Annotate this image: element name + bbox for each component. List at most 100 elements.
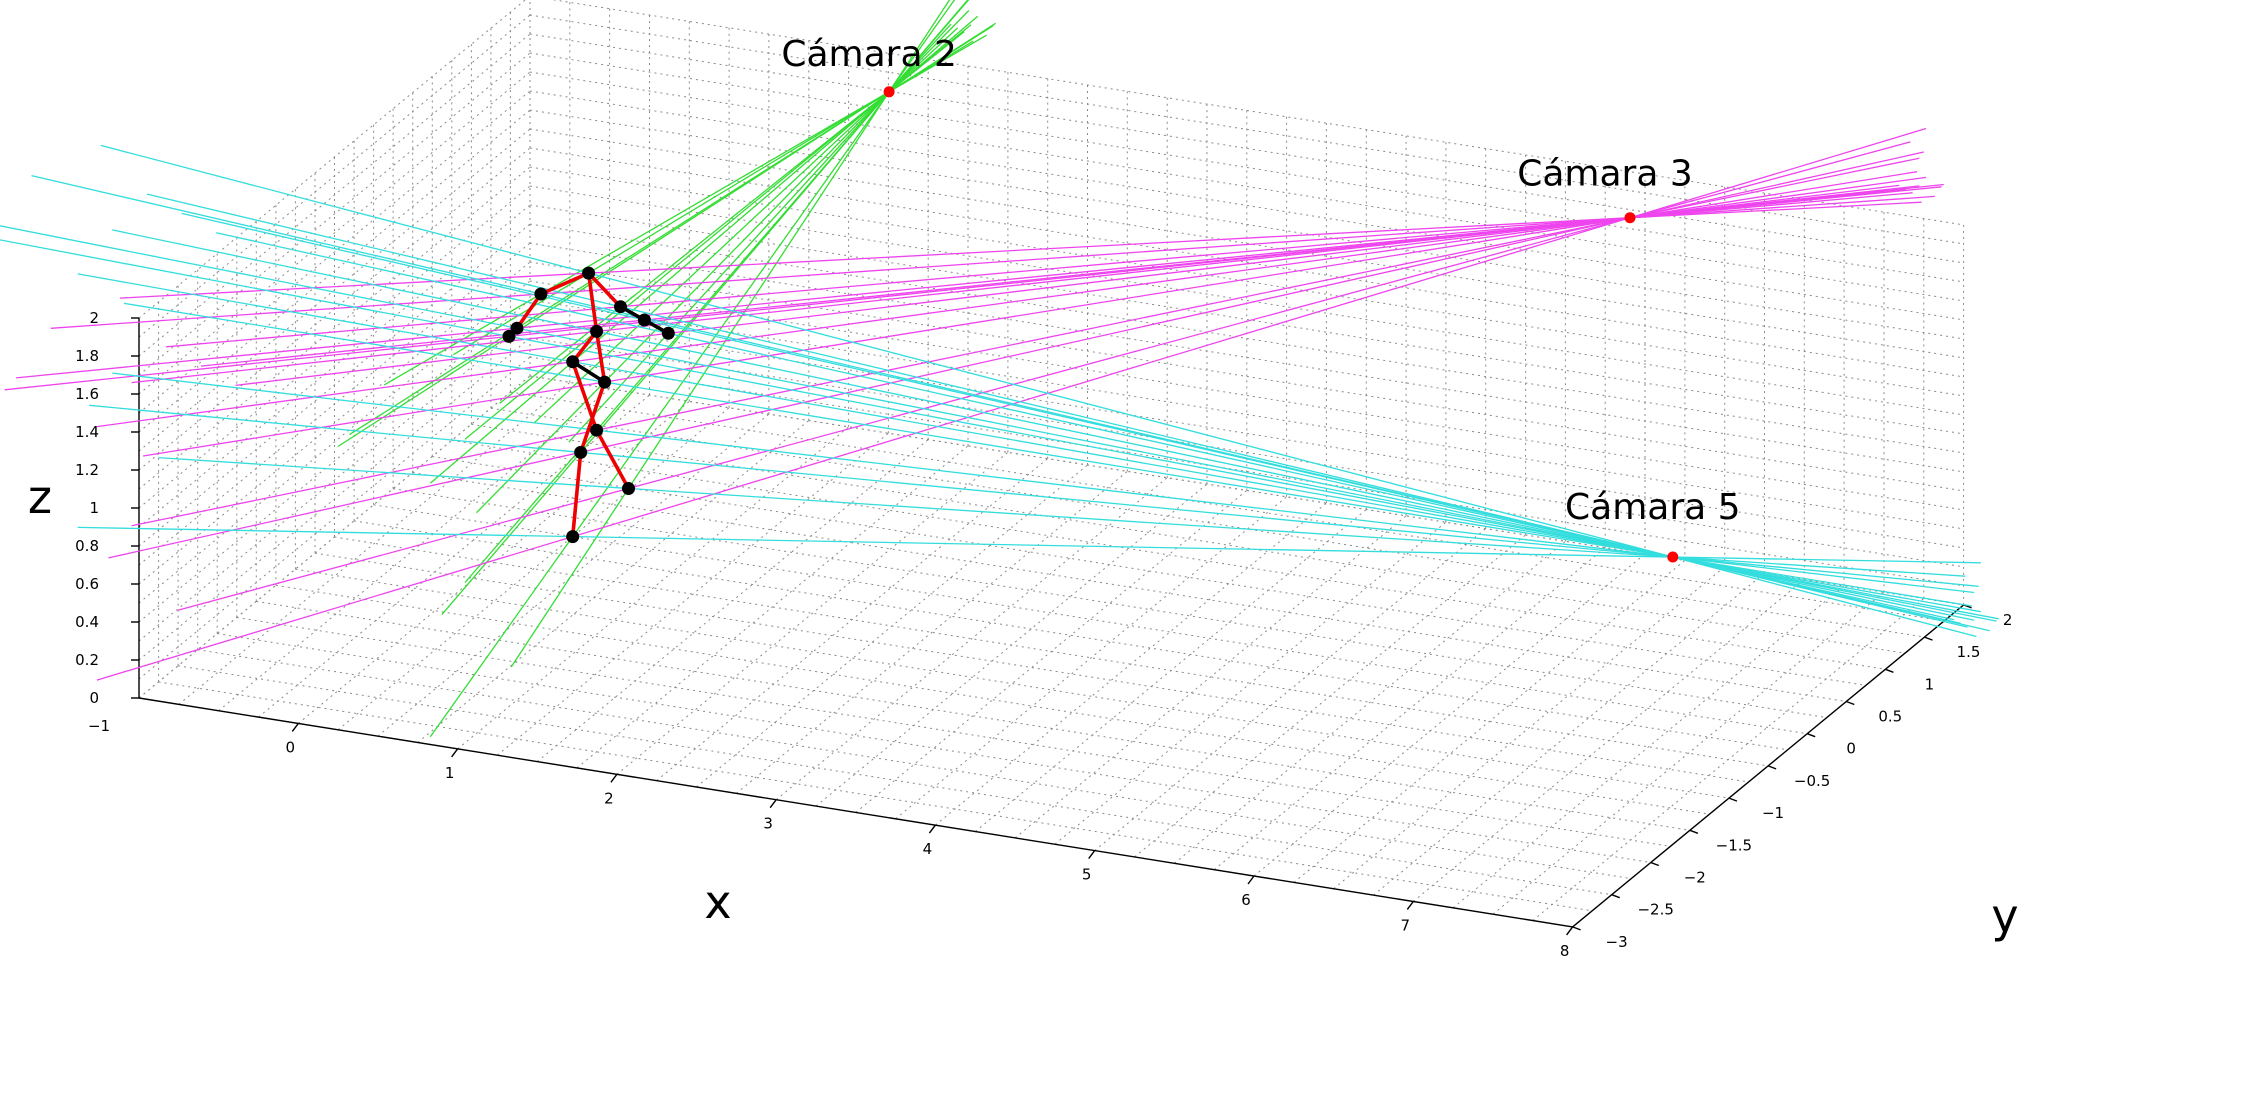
x-tick-mark [1088, 850, 1096, 860]
rays-layer [0, 0, 1999, 738]
y-tick-mark [1689, 829, 1699, 834]
x-tick-label: 2 [604, 789, 614, 807]
grid-line [451, 439, 1886, 670]
skeleton-joint [637, 313, 651, 327]
camera-label: Cámara 5 [1565, 487, 1741, 528]
grid-line [1452, 585, 1845, 909]
y-tick-label: 0 [1846, 740, 1856, 758]
ray-camera-3 [77, 526, 1981, 564]
skeleton-bone [587, 271, 622, 308]
labels-layer: x y z [28, 470, 2019, 943]
grid-line [314, 552, 1749, 783]
grid-line [529, 90, 1964, 321]
camera-layer: Cámara 2 Cámara 3 Cámara 5 [781, 34, 1741, 563]
x-tick-mark [1406, 900, 1414, 910]
grid-line [551, 0, 1964, 226]
grid-line [895, 496, 1287, 820]
skeleton-joint [590, 423, 604, 437]
skeleton-bone [594, 331, 607, 383]
axes-layer: 0 1 2 3 4 5 6 7 8 −1 −3 −2.5 −2 −1.5 −1 −0.5 0 0.5 1 1.5 2 0 0… [75, 309, 2012, 960]
grid-line [412, 472, 1847, 702]
grid-line [471, 423, 1906, 654]
y-tick-label: −0.5 [1794, 772, 1830, 790]
x-axis-label: x [704, 875, 731, 929]
grid-line [178, 382, 571, 705]
grid-line [529, 223, 1964, 454]
grid-line [1293, 560, 1686, 883]
skeleton-bone [570, 452, 583, 537]
grid-line [373, 504, 1808, 735]
grid-line [178, 665, 1612, 896]
y-tick-mark [1924, 636, 1933, 641]
x-tick-label: 8 [1560, 942, 1570, 960]
grid-line [457, 426, 849, 750]
z-tick-label: 0 [89, 689, 99, 707]
skeleton-bone [515, 292, 543, 330]
camera-point [883, 86, 895, 98]
grid-line [197, 649, 1632, 880]
grid-line [529, 147, 1964, 378]
y-tick-mark [1806, 733, 1816, 738]
grid-line [529, 318, 1964, 549]
grid-line [138, 52, 531, 376]
skeleton-joint [622, 482, 635, 495]
y-tick-label: 2 [2003, 611, 2013, 629]
z-tick-label: 2 [89, 309, 99, 327]
grid-line [1492, 591, 1885, 915]
grid-line [735, 471, 1128, 794]
x-tick-label: 5 [1082, 866, 1092, 884]
x-tick-mark [928, 824, 936, 834]
grid-line [337, 407, 730, 731]
grid-line [1174, 540, 1566, 864]
skeleton-joint [598, 375, 612, 389]
x-tick-label: 0 [286, 738, 296, 756]
camera-point [1624, 212, 1636, 224]
x-tick-label: 3 [763, 815, 773, 833]
z-tick-label: 0.6 [75, 575, 99, 593]
y-tick-mark [1885, 668, 1894, 673]
grid-line [855, 490, 1248, 813]
skeleton-joint [661, 326, 675, 340]
x-tick-mark [769, 799, 777, 809]
grid-line [256, 600, 1690, 831]
grid-line [138, 185, 531, 509]
x-tick-mark [610, 773, 618, 783]
x-tick-mark [451, 748, 459, 758]
skeleton-joint [590, 324, 604, 338]
z-tick-label: 0.8 [75, 537, 99, 555]
y-tick-mark [1846, 700, 1855, 706]
skeleton-joint [566, 530, 580, 544]
y-tick-mark [1767, 765, 1777, 770]
y-tick-label: 1 [1925, 675, 1935, 693]
grid-line [218, 388, 610, 712]
x-axis-line [138, 697, 1573, 928]
y-tick-label: 0.5 [1878, 708, 1902, 726]
z-tick-label: 1.2 [75, 461, 99, 479]
x-tick-label: −1 [88, 717, 110, 735]
grid-line [529, 109, 1964, 340]
grid-line [334, 536, 1769, 767]
skeleton-joint [574, 445, 588, 459]
ray-camera-1 [337, 22, 996, 448]
y-tick-mark [1611, 894, 1620, 899]
z-tick-label: 0.2 [75, 651, 99, 669]
x-tick-label: 4 [923, 840, 933, 858]
y-tick-label: −3 [1606, 933, 1628, 951]
y-tick-label: −2.5 [1637, 901, 1673, 919]
skeleton-bone [540, 271, 590, 296]
grid-layer [138, 0, 1965, 928]
grid-line [354, 520, 1788, 751]
skeleton-joint [534, 287, 548, 301]
grid-line [432, 456, 1866, 686]
camera-label: Cámara 3 [1517, 154, 1693, 195]
grid-line [393, 488, 1827, 719]
grid-line [529, 280, 1964, 511]
grid-line [138, 299, 531, 623]
grid-line [529, 299, 1964, 530]
grid-line [138, 71, 531, 395]
grid-line [1213, 547, 1606, 871]
x-tick-mark [291, 722, 299, 732]
grid-line [616, 451, 1009, 775]
grid-line [529, 71, 1964, 302]
